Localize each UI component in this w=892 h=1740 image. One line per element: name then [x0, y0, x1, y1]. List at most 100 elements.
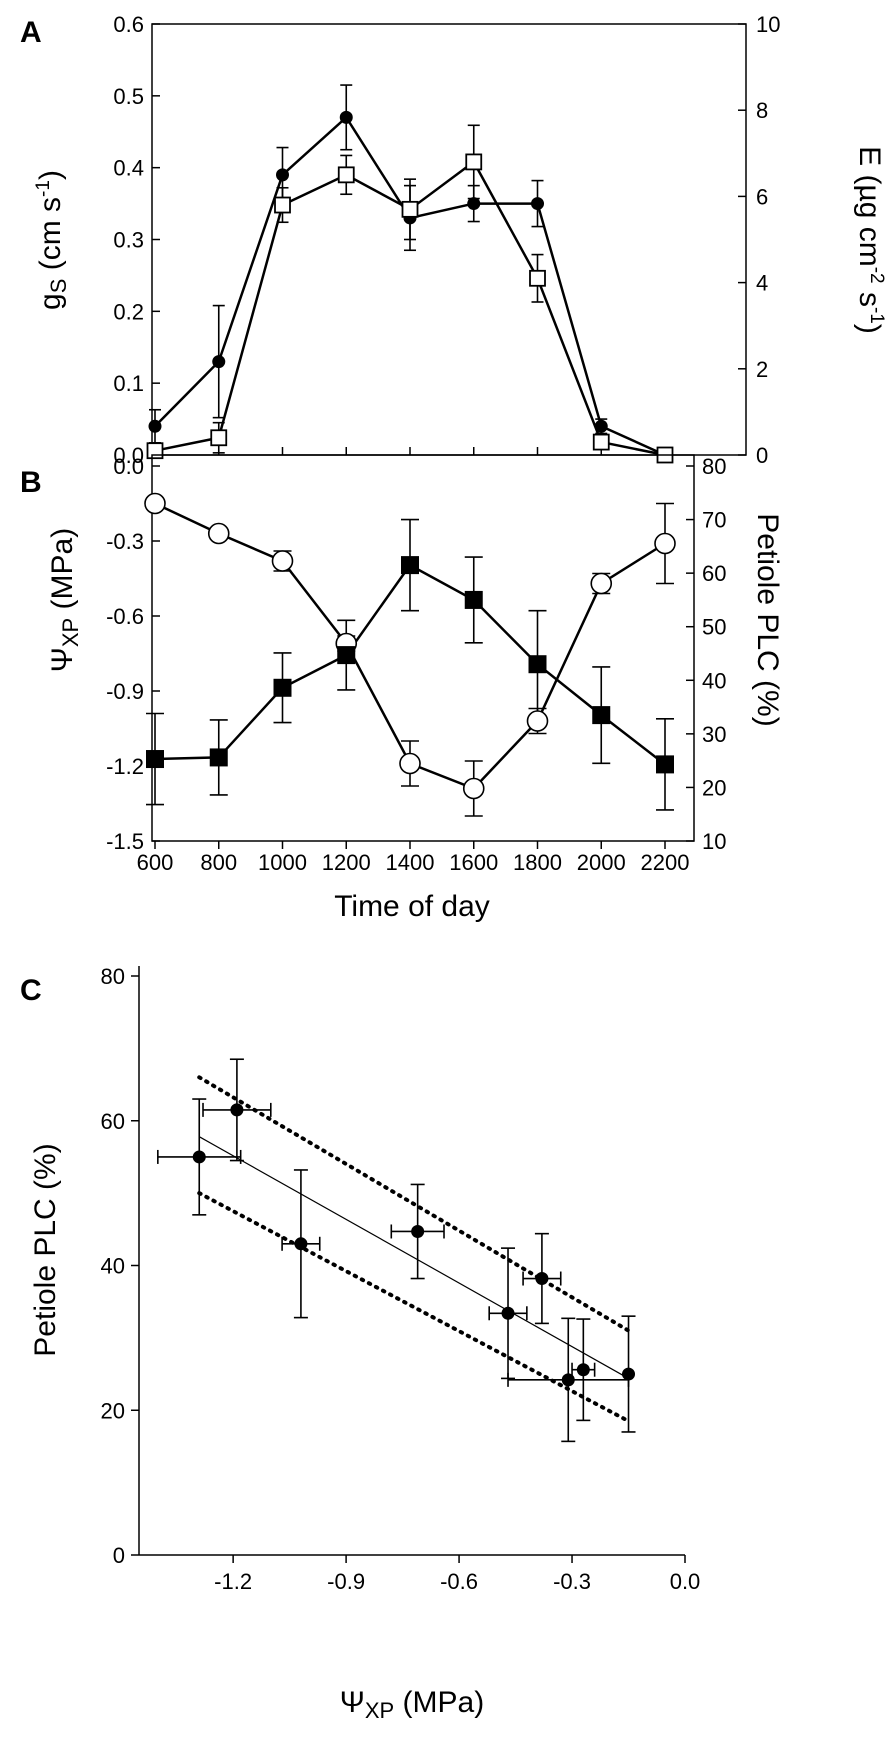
panel-b-x-tick-label: 1000	[258, 850, 307, 875]
series-line-gs	[154, 115, 666, 457]
data-point-gs	[594, 419, 608, 433]
panel-a-left-tick-label: 0.2	[113, 299, 144, 324]
panel-a-left-tick-label: 0.5	[113, 84, 144, 109]
confidence-band-lower	[197, 1191, 631, 1424]
panel-b-x-tick-label: 1400	[386, 850, 435, 875]
panel-b-right-tick-label: 20	[702, 775, 726, 800]
regression-line	[198, 1136, 629, 1379]
data-point-PLC	[528, 655, 547, 674]
data-point-Ψxp	[207, 522, 230, 545]
data-point-Ψxp	[462, 777, 485, 800]
data-point-PLC	[656, 755, 674, 774]
panel-a-right-tick-label: 8	[756, 98, 768, 123]
data-point-E	[592, 433, 610, 451]
data-point-E	[337, 166, 355, 184]
panel-a-left-tick-label: 0.1	[113, 371, 144, 396]
confidence-band-upper	[197, 1075, 631, 1333]
data-point-PLC	[592, 706, 611, 725]
panel-c-x-tick-label: -1.2	[214, 1569, 252, 1594]
panel-b-left-tick-label: -0.9	[106, 679, 144, 704]
panel-a-left-axis-label: gS (cm s-1)	[33, 170, 71, 310]
data-point-PLC	[209, 748, 228, 767]
data-point-gs	[467, 197, 481, 211]
panel-c: C Petiole PLC (%) ΨXP (MPa) 0 20 40 60 80 -1.…	[20, 964, 700, 1723]
data-point-E	[210, 429, 228, 447]
panel-a-right-tick-label: 4	[756, 271, 768, 296]
panel-a-left-tick-label: 0.0	[113, 443, 144, 468]
data-point	[411, 1224, 425, 1238]
panel-b-x-axis-label: Time of day	[334, 890, 490, 923]
panel-a-right-tick-label: 0	[756, 443, 768, 468]
panel-c-y-tick-label: 60	[101, 1109, 125, 1134]
panel-c-x-tick-label: -0.3	[553, 1569, 591, 1594]
panel-b-x-tick-label: 1800	[513, 850, 562, 875]
data-point-E	[529, 269, 546, 287]
panel-a-left-tick-label: 0.3	[113, 228, 144, 253]
data-point-PLC	[464, 590, 483, 609]
data-point	[576, 1363, 590, 1377]
data-point-gs	[148, 419, 162, 433]
data-point-PLC	[401, 556, 419, 575]
panel-c-y-tick-label: 0	[113, 1543, 125, 1568]
panel-a-right-tick-label: 2	[756, 357, 768, 382]
panel-b-left-tick-label: -1.2	[106, 754, 144, 779]
panel-b-right-tick-label: 60	[702, 561, 726, 586]
data-point	[192, 1150, 206, 1164]
data-point-Ψxp	[590, 572, 613, 595]
data-point-gs	[339, 110, 353, 124]
panel-c-y-tick-label: 40	[101, 1254, 125, 1279]
panel-b-left-tick-label: -1.5	[106, 829, 144, 854]
panel-a-frame	[151, 23, 747, 456]
panel-b-x-tick-label: 1600	[449, 850, 498, 875]
panel-b-left-tick-label: -0.3	[106, 529, 144, 554]
data-point	[535, 1272, 549, 1286]
data-point-E	[465, 153, 483, 171]
panel-a-right-axis-label: E (µg cm-2 s-1)	[853, 146, 887, 334]
data-point-Ψxp	[144, 492, 166, 515]
panel-c-x-tick-label: -0.9	[327, 1569, 365, 1594]
panel-c-label: C	[20, 974, 42, 1007]
data-point-E	[401, 200, 419, 218]
data-point	[294, 1237, 308, 1251]
panel-c-x-tick-label: -0.6	[440, 1569, 478, 1594]
panel-b-label: B	[20, 466, 42, 499]
data-point	[622, 1367, 636, 1381]
data-point-Ψxp	[526, 710, 549, 732]
data-point	[230, 1103, 244, 1117]
panel-b-frame	[151, 454, 695, 842]
data-point-gs	[212, 355, 226, 369]
panel-b: B ΨXP (MPa) Petiole PLC (%) Time of day …	[20, 454, 784, 923]
data-point-E	[274, 196, 291, 214]
panel-b-x-tick-label: 1200	[322, 850, 371, 875]
panel-b-x-tick-label: 2200	[641, 850, 690, 875]
panel-c-y-tick-label: 80	[101, 964, 125, 989]
data-point-Ψxp	[399, 752, 421, 775]
data-point-PLC	[273, 678, 292, 697]
panel-b-right-tick-label: 10	[702, 829, 726, 854]
panel-b-x-tick-label: 600	[137, 850, 174, 875]
panel-b-right-tick-label: 50	[702, 615, 726, 640]
panel-c-y-tick-label: 20	[101, 1398, 125, 1423]
panel-b-left-tick-label: 0.0	[113, 454, 144, 479]
panel-b-left-tick-label: -0.6	[106, 604, 144, 629]
panel-b-x-tick-label: 2000	[577, 850, 626, 875]
panel-b-x-tick-label: 800	[200, 850, 237, 875]
panel-c-y-axis-label: Petiole PLC (%)	[29, 1143, 62, 1356]
panel-b-left-axis-label: ΨXP (MPa)	[46, 528, 83, 672]
data-point-Ψxp	[654, 532, 676, 555]
panel-c-x-axis-label: ΨXP (MPa)	[340, 1686, 484, 1723]
panel-b-right-tick-label: 70	[702, 508, 726, 533]
panel-b-right-axis-label: Petiole PLC (%)	[751, 513, 784, 726]
data-point-PLC	[337, 646, 356, 665]
panel-a-left-tick-label: 0.6	[113, 12, 144, 37]
data-point-gs	[276, 168, 289, 182]
panel-a-left-tick-label: 0.4	[113, 156, 144, 181]
data-point	[561, 1373, 575, 1387]
panel-c-x-tick-label: 0.0	[670, 1569, 701, 1594]
panel-b-right-tick-label: 40	[702, 668, 726, 693]
panel-b-right-tick-label: 80	[702, 454, 726, 479]
panel-a: A gS (cm s-1) E (µg cm-2 s-1) 0.0 0.1 0.2 0…	[20, 12, 887, 468]
panel-a-right-tick-label: 10	[756, 12, 780, 37]
panel-a-label: A	[20, 16, 42, 49]
